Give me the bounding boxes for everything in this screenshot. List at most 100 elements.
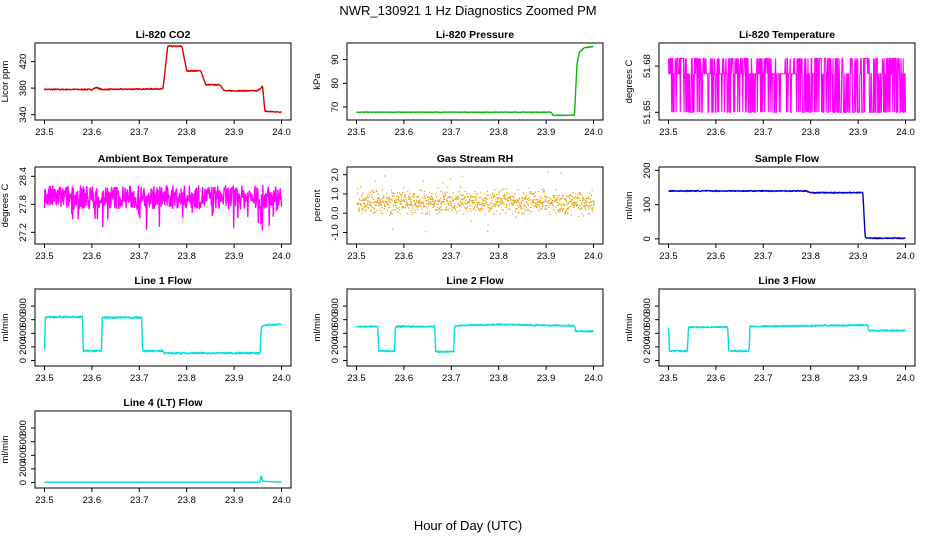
series-point <box>571 199 574 201</box>
series-point <box>357 202 359 204</box>
series-point <box>503 197 505 199</box>
series-point <box>547 202 549 204</box>
series-point <box>409 196 411 198</box>
series-point <box>476 205 478 207</box>
y-axis-label: ml/min <box>0 436 11 464</box>
series-point <box>481 198 483 200</box>
series-point <box>487 206 489 208</box>
series-point <box>382 200 384 202</box>
series-point <box>558 195 560 197</box>
series-point <box>366 200 368 202</box>
series-point <box>466 210 468 212</box>
series-point <box>463 204 465 206</box>
series-point <box>417 196 419 198</box>
series-point <box>533 195 535 197</box>
series-point <box>416 208 418 210</box>
series-point <box>491 206 493 208</box>
series-point <box>446 191 448 193</box>
x-tick-label: 24.0 <box>272 373 291 384</box>
series-point <box>487 224 489 226</box>
series-point <box>520 205 522 207</box>
series-point <box>412 207 414 209</box>
series-sample-flow <box>668 189 906 240</box>
series-point <box>502 209 504 211</box>
series-point <box>482 204 484 206</box>
series-point <box>429 191 431 194</box>
series-point <box>519 204 521 207</box>
series-point <box>510 198 512 200</box>
series-point <box>557 210 559 212</box>
series-point <box>541 202 543 204</box>
series-point <box>448 207 450 209</box>
series-point <box>356 203 358 206</box>
series-point <box>362 199 364 201</box>
series-point <box>380 209 382 211</box>
x-tick-label: 23.7 <box>130 495 149 506</box>
series-point <box>490 194 492 196</box>
series-point <box>581 201 583 204</box>
series-point <box>436 206 439 208</box>
series-point <box>516 199 519 202</box>
series-point <box>400 194 402 196</box>
series-point <box>395 199 397 201</box>
x-tick-label: 24.0 <box>584 251 603 262</box>
series-point <box>570 206 572 208</box>
series-point <box>515 201 517 204</box>
series-point <box>564 212 566 215</box>
series-point <box>468 199 470 201</box>
series-point <box>539 201 541 203</box>
series-point <box>416 201 418 203</box>
series-point <box>589 206 592 208</box>
series-point <box>413 199 415 201</box>
series-point <box>494 189 496 191</box>
series-point <box>375 190 377 192</box>
series-point <box>590 201 592 203</box>
series-point <box>447 209 449 211</box>
series-line <box>43 45 282 114</box>
y-tick-label: 100 <box>642 197 653 213</box>
plot-frame <box>34 288 292 367</box>
series-point <box>448 204 450 206</box>
series-point <box>395 195 398 197</box>
x-tick-label: 23.8 <box>489 251 508 262</box>
series-point <box>505 205 507 207</box>
series-point <box>399 202 401 204</box>
y-tick-label: 0 <box>18 480 29 485</box>
series-point <box>364 209 366 211</box>
series-point <box>414 204 416 206</box>
series-point <box>554 200 556 202</box>
panel-gas-rh: Gas Stream RH percent 23.5 23.6 23.7 23.8 23.9… <box>312 153 604 262</box>
x-tick-label: 23.7 <box>754 373 773 384</box>
series-point <box>573 201 575 203</box>
series-point <box>452 192 454 194</box>
series-point <box>551 202 553 204</box>
series-point <box>491 198 493 200</box>
series-point <box>378 204 380 206</box>
y-tick-label: -1.0 <box>330 224 341 240</box>
series-point <box>447 202 449 204</box>
series-point <box>541 197 543 200</box>
series-point <box>570 214 572 216</box>
y-tick-label: 200 <box>642 339 653 355</box>
series-point <box>399 213 401 215</box>
series-point <box>442 200 445 202</box>
series-point <box>380 204 382 206</box>
series-point <box>426 207 428 209</box>
series-point <box>475 195 478 198</box>
series-point <box>390 210 392 212</box>
series-point <box>396 198 398 201</box>
series-point <box>579 209 581 211</box>
y-tick-label: 600 <box>330 312 341 328</box>
panel-title: Li-820 CO2 <box>136 29 191 41</box>
series-point <box>415 212 417 214</box>
series-point <box>479 203 481 205</box>
series-line <box>43 315 282 355</box>
series-point <box>503 196 505 198</box>
series-point <box>391 191 393 193</box>
series-point <box>463 201 465 203</box>
series-point <box>361 208 363 210</box>
series-point <box>529 199 532 201</box>
series-point <box>442 192 444 195</box>
x-tick-label: 23.7 <box>442 251 461 262</box>
series-point <box>474 191 476 193</box>
